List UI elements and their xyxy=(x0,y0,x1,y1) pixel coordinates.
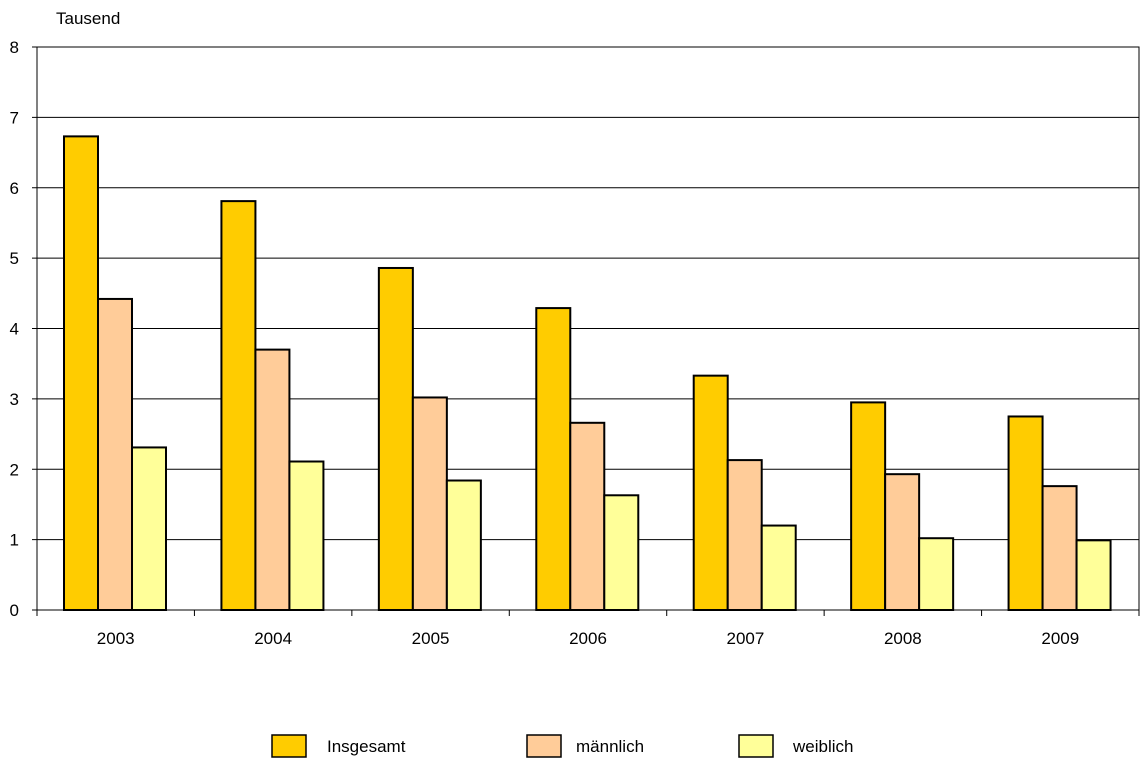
x-tick-label: 2003 xyxy=(97,629,135,648)
legend-item: weiblich xyxy=(738,734,853,758)
bar-insgesamt xyxy=(535,307,572,611)
bar-maennlich xyxy=(97,297,133,611)
y-tick-label: 8 xyxy=(10,38,19,57)
bar-weiblich xyxy=(603,494,640,612)
bar-maennlich xyxy=(1041,485,1078,612)
y-tick-label: 5 xyxy=(10,249,19,268)
x-tick-label: 2006 xyxy=(569,629,607,648)
bar-weiblich xyxy=(445,479,482,612)
bar-insgesamt xyxy=(850,401,887,611)
axis-layer: 0 1 2 3 4 5 6 7 8 2003 2004 2005 2006 2007 2008 2009 xyxy=(10,38,1140,648)
y-tick-label: 4 xyxy=(10,320,19,339)
bar-insgesamt xyxy=(63,135,99,611)
bar-weiblich xyxy=(288,460,325,612)
bar-weiblich xyxy=(131,446,167,611)
legend-item: männlich xyxy=(526,734,644,758)
y-tick-label: 2 xyxy=(10,460,19,479)
legend-label: männlich xyxy=(576,737,644,756)
y-tick-label: 7 xyxy=(10,108,19,127)
y-tick-label: 3 xyxy=(10,390,19,409)
y-tick-label: 0 xyxy=(10,601,19,620)
x-tick-label: 2004 xyxy=(254,629,292,648)
y-tick-label: 6 xyxy=(10,179,19,198)
x-tick-label: 2007 xyxy=(727,629,765,648)
x-tick-label: 2009 xyxy=(1041,629,1079,648)
legend-swatch xyxy=(271,734,307,758)
bar-maennlich xyxy=(411,396,448,611)
bars-layer xyxy=(63,135,1112,612)
legend: Insgesamt männlich weiblich xyxy=(271,734,853,758)
legend-label: Insgesamt xyxy=(327,737,406,756)
y-unit-label: Tausend xyxy=(56,9,120,28)
x-tick-label: 2008 xyxy=(884,629,922,648)
legend-item: Insgesamt xyxy=(271,734,406,758)
legend-swatch xyxy=(738,734,774,758)
legend-label: weiblich xyxy=(792,737,853,756)
bar-weiblich xyxy=(1075,539,1112,611)
bar-insgesamt xyxy=(377,266,414,611)
bar-insgesamt xyxy=(220,200,257,611)
legend-swatch xyxy=(526,734,562,758)
bar-weiblich xyxy=(918,537,955,612)
bar-insgesamt xyxy=(1007,415,1044,611)
bar-maennlich xyxy=(726,459,763,611)
y-tick-label: 1 xyxy=(10,531,19,550)
bar-maennlich xyxy=(254,348,291,611)
bar-maennlich xyxy=(884,473,921,611)
bar-weiblich xyxy=(760,524,797,611)
bar-insgesamt xyxy=(692,374,729,611)
x-tick-label: 2005 xyxy=(412,629,450,648)
bar-maennlich xyxy=(569,421,606,611)
